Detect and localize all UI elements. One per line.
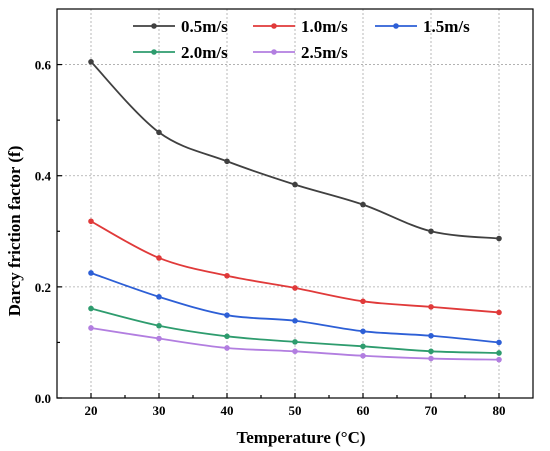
x-tick-label: 50 [289, 403, 302, 418]
data-point [224, 333, 230, 340]
data-point [88, 218, 94, 225]
legend-label: 2.5m/s [301, 43, 348, 62]
y-axis-title: Darcy friction factor (f) [5, 146, 24, 317]
series-2 [88, 218, 502, 316]
y-tick-label: 0.4 [35, 169, 52, 184]
data-point [428, 304, 434, 310]
data-point [224, 158, 230, 165]
data-point [156, 255, 162, 261]
x-tick-label: 70 [425, 403, 438, 418]
data-point [360, 352, 366, 359]
legend-label: 2.0m/s [181, 43, 228, 62]
legend-label: 1.0m/s [301, 17, 348, 36]
series-4 [88, 305, 502, 356]
series-3 [88, 270, 502, 346]
data-point [428, 355, 434, 362]
legend-swatch-marker [271, 23, 277, 29]
legend-swatch-marker [151, 23, 157, 29]
data-point [156, 322, 162, 329]
data-point [88, 305, 94, 312]
data-point [224, 312, 230, 318]
data-point [156, 129, 162, 136]
data-point [292, 317, 298, 324]
data-point [428, 348, 434, 355]
legend-item: 1.0m/s [253, 17, 348, 36]
data-point [496, 356, 502, 363]
y-tick-label: 0.6 [35, 58, 52, 73]
series-1 [88, 58, 502, 242]
data-point [496, 339, 502, 346]
legend-swatch-marker [271, 49, 277, 55]
x-tick-label: 60 [357, 403, 370, 418]
legend: 0.5m/s 1.0m/s 1.5m/s 2.0m/s 2.5m/s [133, 17, 470, 62]
data-point [156, 335, 162, 342]
x-tick-label: 80 [493, 403, 506, 418]
data-point [360, 298, 366, 305]
legend-item: 1.5m/s [375, 17, 470, 36]
data-point [292, 181, 298, 188]
legend-item: 2.5m/s [253, 43, 348, 62]
data-point [360, 201, 366, 208]
data-point [156, 294, 162, 300]
x-axis-title: Temperature (°C) [236, 428, 365, 447]
legend-item: 0.5m/s [133, 17, 228, 36]
legend-label: 0.5m/s [181, 17, 228, 36]
y-tick-label: 0.2 [35, 280, 51, 295]
data-point [360, 328, 366, 335]
data-point [88, 270, 94, 276]
legend-item: 2.0m/s [133, 43, 228, 62]
series-5 [88, 325, 502, 363]
data-point [496, 350, 502, 356]
data-point [224, 345, 230, 351]
legend-swatch-marker [151, 49, 157, 55]
series-layer [88, 58, 502, 363]
data-point [360, 343, 366, 350]
data-point [428, 332, 434, 339]
data-point [496, 309, 502, 316]
data-point [88, 58, 94, 65]
legend-swatch-marker [393, 23, 399, 29]
data-point [428, 228, 434, 235]
data-point [496, 235, 502, 242]
data-point [292, 339, 298, 345]
data-point [292, 285, 298, 291]
x-tick-label: 20 [85, 403, 98, 418]
y-tick-label: 0.0 [35, 391, 51, 406]
legend-label: 1.5m/s [423, 17, 470, 36]
x-tick-label: 40 [221, 403, 234, 418]
data-point [292, 348, 298, 355]
data-point [88, 325, 94, 331]
data-point [224, 272, 230, 279]
axes: 20 30 40 50 60 70 80 0.0 0.2 0.4 0.6 [35, 8, 534, 418]
x-tick-label: 30 [153, 403, 166, 418]
